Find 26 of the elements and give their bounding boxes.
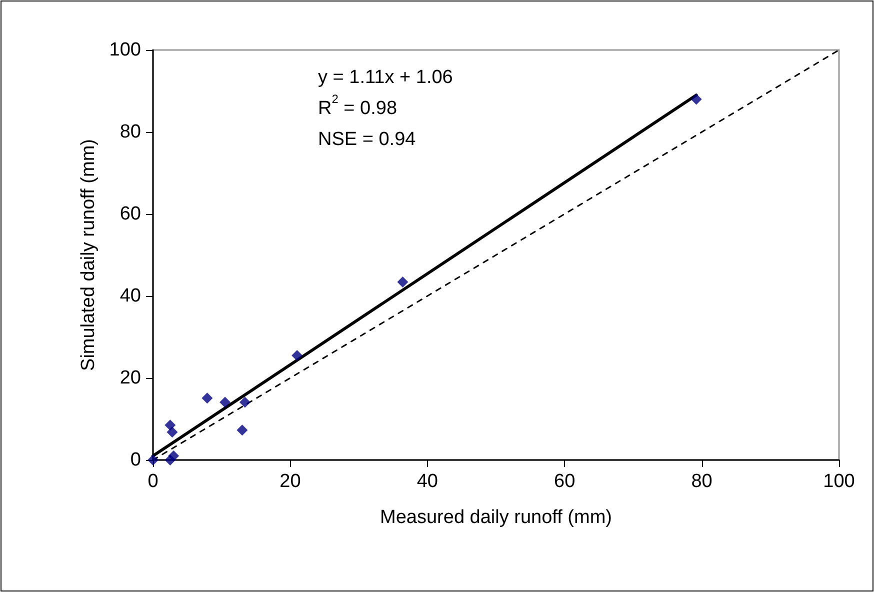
x-tick-label: 40	[416, 471, 438, 492]
x-tick-label: 20	[280, 471, 301, 492]
x-axis-title: Measured daily runoff (mm)	[380, 507, 612, 528]
annotation: y = 1.11x + 1.06	[318, 67, 453, 88]
point	[220, 396, 231, 408]
point	[164, 420, 176, 431]
y-tick-label: 80	[120, 122, 141, 142]
y-tick-label: 20	[120, 368, 141, 388]
point	[166, 426, 178, 438]
point	[202, 392, 213, 404]
point	[690, 94, 702, 105]
x-tick-label: 0	[148, 471, 158, 492]
x-tick-label: 80	[691, 471, 712, 492]
point	[292, 350, 303, 361]
point	[239, 396, 250, 408]
y-tick-label: 0	[130, 450, 141, 470]
x-tick-label: 100	[823, 471, 855, 492]
annotation: NSE = 0.94	[318, 129, 416, 150]
point	[236, 424, 248, 436]
x-tick-label: 60	[554, 471, 576, 492]
y-tick-label: 100	[109, 40, 141, 60]
y-axis-title: Simulated daily runoff (mm)	[78, 139, 99, 371]
y-tick-label: 60	[120, 204, 141, 224]
point	[397, 276, 408, 288]
y-tick-label: 40	[120, 286, 141, 306]
point	[168, 450, 180, 462]
